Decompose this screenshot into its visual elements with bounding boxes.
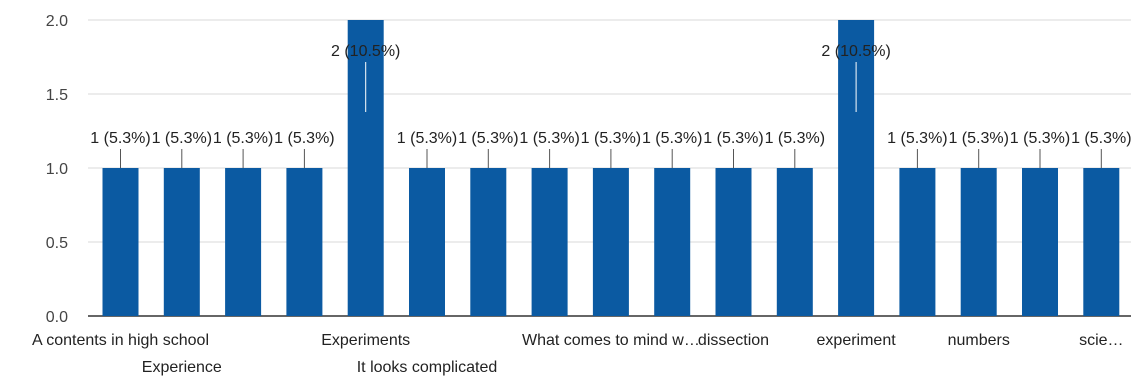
data-label: 1 (5.3%) <box>90 130 150 147</box>
data-label: 1 (5.3%) <box>581 130 641 147</box>
bar <box>409 168 445 316</box>
x-tick-label: dissection <box>698 332 769 349</box>
data-label: 1 (5.3%) <box>765 130 825 147</box>
bar <box>102 168 139 316</box>
data-labels: 1 (5.3%) 1 (5.3%) 1 (5.3%) 1 (5.3%)2 (10.5%… <box>90 43 1132 168</box>
y-tick-label: 1.5 <box>46 87 68 104</box>
bar <box>899 168 936 316</box>
data-label: 1 (5.3%) <box>1071 130 1131 147</box>
x-tick-label: experiment <box>817 332 897 349</box>
bar <box>654 168 691 316</box>
x-tick-label: A contents in high school <box>32 332 209 349</box>
bar <box>531 168 568 316</box>
bar <box>1022 168 1058 316</box>
data-label: 1 (5.3%) <box>642 130 702 147</box>
bar <box>163 168 200 316</box>
y-tick-label: 2.0 <box>46 13 68 30</box>
bar <box>592 168 629 316</box>
data-label: 1 (5.3%) <box>887 130 947 147</box>
y-axis: 0.0 0.5 1.0 1.5 2.0 <box>46 13 68 326</box>
y-tick-label: 0.0 <box>46 309 68 326</box>
data-label: 1 (5.3%) <box>519 130 579 147</box>
data-label: 1 (5.3%) <box>274 130 334 147</box>
y-tick-label: 0.5 <box>46 235 68 252</box>
x-axis: A contents in high school Experience Exper… <box>32 332 1124 376</box>
bar <box>286 168 323 316</box>
bar <box>470 168 507 316</box>
data-label: 1 (5.3%) <box>152 130 212 147</box>
bars <box>102 20 1120 316</box>
data-label: 1 (5.3%) <box>948 130 1008 147</box>
x-tick-label: Experiments <box>321 332 410 349</box>
data-label: 1 (5.3%) <box>397 130 457 147</box>
x-tick-label: What comes to mind w… <box>522 332 700 349</box>
x-tick-label: It looks complicated <box>357 359 498 376</box>
x-tick-label: Experience <box>142 359 222 376</box>
bar <box>960 168 997 316</box>
data-label: 2 (10.5%) <box>821 43 890 60</box>
y-tick-label: 1.0 <box>46 161 68 178</box>
data-label: 1 (5.3%) <box>1010 130 1070 147</box>
bar <box>225 168 262 316</box>
x-tick-label: numbers <box>948 332 1010 349</box>
bar <box>776 168 813 316</box>
data-label: 1 (5.3%) <box>213 130 273 147</box>
bar <box>1083 168 1120 316</box>
data-label: 1 (5.3%) <box>458 130 518 147</box>
bar <box>715 168 752 316</box>
x-tick-label: scie… <box>1079 332 1123 349</box>
data-label: 1 (5.3%) <box>703 130 763 147</box>
data-label: 2 (10.5%) <box>331 43 400 60</box>
